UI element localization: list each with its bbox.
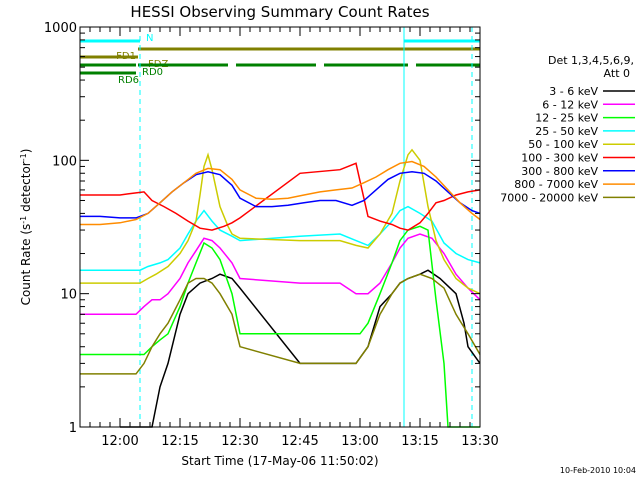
y-axis-label-part: detector <box>19 161 33 216</box>
x-axis-label: Start Time (17-May-06 11:50:02) <box>181 454 378 468</box>
legend-label: 3 - 6 keV <box>549 85 598 98</box>
y-tick-label: 1000 <box>44 21 77 36</box>
y-axis-label-exp: -1 <box>19 216 28 224</box>
series-line <box>80 273 481 375</box>
series-line <box>120 269 481 428</box>
y-axis-label: Count Rate (s-1 detector-1) <box>19 149 34 306</box>
series-line <box>80 205 481 271</box>
legend-label: 100 - 300 keV <box>521 152 598 165</box>
series-lines <box>80 148 481 428</box>
legend-label: 800 - 7000 keV <box>514 178 598 191</box>
vertical-markers <box>139 27 473 427</box>
y-tick-label: 10 <box>60 288 77 303</box>
legend-label: 25 - 50 keV <box>535 125 598 138</box>
flag-label: RD6 <box>118 75 139 86</box>
flag-bars: NFD1FDZRD0RD6 <box>80 33 480 86</box>
x-axis-ticks: 12:00 12:15 12:30 12:45 13:00 13:15 13:30 <box>79 27 499 449</box>
series-line <box>80 233 481 316</box>
flag-label: N <box>146 33 153 44</box>
flag-label: RD0 <box>142 67 163 78</box>
y-tick-label: 1 <box>69 421 77 436</box>
series-line <box>80 162 481 231</box>
x-tick-label: 13:15 <box>401 434 438 449</box>
legend-header-line1: Det 1,3,4,5,6,9, <box>548 54 634 67</box>
x-tick-label: 12:30 <box>221 434 258 449</box>
y-axis-label-part: ) <box>19 149 33 154</box>
legend-label: 12 - 25 keV <box>535 112 598 125</box>
y-axis-ticks: 1 10 100 1000 <box>44 21 480 436</box>
y-axis-label-part: Count Rate (s <box>19 224 33 306</box>
x-tick-label: 13:30 <box>461 434 498 449</box>
series-line <box>80 225 480 428</box>
legend-label: 6 - 12 keV <box>542 98 598 111</box>
x-tick-label: 12:00 <box>101 434 138 449</box>
x-tick-label: 12:15 <box>161 434 198 449</box>
series-line <box>80 148 481 295</box>
y-tick-label: 100 <box>52 154 77 169</box>
series-line <box>80 160 481 226</box>
x-tick-label: 13:00 <box>341 434 378 449</box>
legend-label: 50 - 100 keV <box>528 138 598 151</box>
y-axis-label-exp: -1 <box>19 153 28 161</box>
legend-label: 300 - 800 keV <box>521 165 598 178</box>
footer-date: 10-Feb-2010 10:04 <box>560 466 636 475</box>
legend-label: 7000 - 20000 keV <box>500 191 598 204</box>
chart-title: HESSI Observing Summary Count Rates <box>130 3 429 21</box>
legend-header-line2: Att 0 <box>604 67 630 80</box>
x-tick-label: 12:45 <box>281 434 318 449</box>
